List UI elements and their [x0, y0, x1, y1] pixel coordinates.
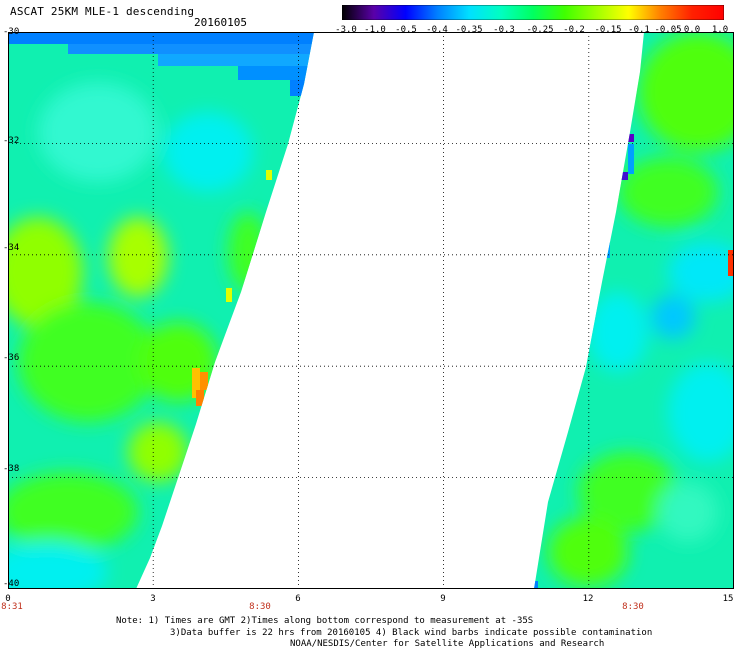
swath-patch [163, 112, 253, 192]
colorbar-labels: -3.0 -1.0 -0.5 -0.4 -0.35 -0.3 -0.25 -0.… [330, 25, 740, 39]
colorbar-label: -0.05 [654, 25, 682, 35]
map-date: 20160105 [194, 16, 247, 29]
x-axis-label: 6 [295, 594, 301, 604]
swath-patch [668, 362, 734, 462]
swath-hotspot [628, 134, 634, 142]
swath-hotspot [620, 172, 628, 180]
x-axis-label: 0 [5, 594, 11, 604]
swath-patch [8, 217, 83, 327]
pass-time-label: 8:31 [1, 602, 23, 612]
pass-time-label: 8:30 [622, 602, 644, 612]
colorbar-label: -0.3 [493, 25, 515, 35]
swath-patch [228, 212, 268, 292]
colorbar-label: -0.5 [395, 25, 417, 35]
right-swath [534, 32, 734, 589]
x-axis-label: 9 [440, 594, 446, 604]
pass-time-label: 8:30 [249, 602, 271, 612]
colorbar-label: -3.0 [335, 25, 357, 35]
swath-patch [18, 302, 158, 422]
swath-patch [108, 217, 168, 297]
swath-patch [588, 292, 648, 372]
colorbar-label: -0.15 [594, 25, 622, 35]
swath-patch [578, 452, 678, 532]
map-frame [8, 32, 734, 589]
y-axis-label: -36 [3, 353, 20, 363]
swath-hotspot [200, 372, 208, 390]
footer-note-3: NOAA/NESDIS/Center for Satellite Applica… [290, 639, 605, 649]
swath-edge [8, 32, 314, 44]
swath-patch [658, 482, 718, 542]
swath-patch [618, 157, 718, 227]
swath-edge [158, 54, 314, 66]
swath-edge [290, 80, 314, 96]
swath-patch [638, 32, 734, 152]
y-axis-label: -40 [3, 579, 20, 589]
y-axis-label: -32 [3, 136, 20, 146]
colorbar-label: -1.0 [364, 25, 386, 35]
swath-patch [651, 295, 695, 339]
map-grid [8, 32, 734, 589]
colorbar-label: -0.4 [426, 25, 448, 35]
swath-edge [238, 66, 314, 80]
colorbar-label: -0.2 [563, 25, 585, 35]
swath-hotspot [534, 581, 538, 589]
footer-note-2: 3)Data buffer is 22 hrs from 20160105 4)… [170, 628, 653, 638]
swath-patch [38, 82, 158, 182]
colorbar [342, 5, 724, 20]
footer-note-1: Note: 1) Times are GMT 2)Times along bot… [116, 616, 534, 626]
swath-hotspot [192, 368, 200, 398]
swath-patch [8, 472, 138, 552]
swath-hotspot [728, 250, 734, 276]
x-axis-label: 3 [150, 594, 156, 604]
x-axis-label: 12 [582, 594, 594, 604]
swath-edge [68, 44, 314, 54]
swath-patch [548, 517, 628, 587]
swath-map [8, 32, 734, 589]
swath-patch [8, 542, 108, 589]
x-axis-label: 15 [722, 594, 734, 604]
map-title: ASCAT 25KM MLE-1 descending [10, 5, 195, 18]
swath-hotspot [604, 242, 610, 258]
swath-hotspot [266, 170, 272, 180]
swath-hotspot [226, 288, 232, 302]
y-axis-label: -30 [3, 27, 20, 37]
left-swath [8, 32, 314, 589]
colorbar-label: -0.1 [628, 25, 650, 35]
y-axis-label: -38 [3, 464, 20, 474]
colorbar-label: 0.0 [683, 25, 701, 35]
colorbar-label: -0.25 [526, 25, 554, 35]
swath-patch [128, 422, 188, 482]
swath-hotspot [196, 390, 204, 406]
y-axis-label: -34 [3, 243, 20, 253]
swath-hotspot [628, 144, 634, 174]
colorbar-label: -0.35 [455, 25, 483, 35]
colorbar-label: 1.0 [711, 25, 729, 35]
